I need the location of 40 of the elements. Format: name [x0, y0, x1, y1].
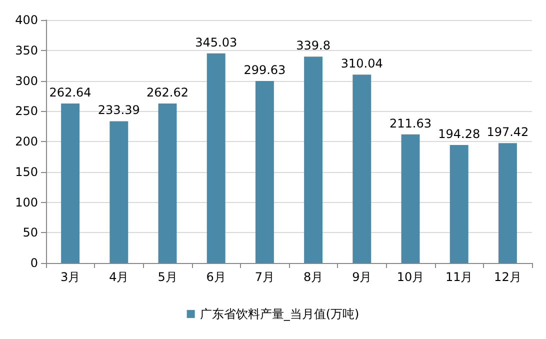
data-label: 310.04 — [340, 56, 383, 71]
legend-label: 广东省饮料产量_当月值(万吨) — [200, 307, 360, 321]
data-label: 211.63 — [390, 116, 432, 130]
y-tick-label: 150 — [15, 164, 38, 179]
x-tick-label: 11月 — [445, 270, 473, 284]
y-tick-label: 200 — [15, 134, 38, 148]
x-tick-label: 12月 — [494, 270, 522, 284]
data-label: 262.64 — [49, 85, 92, 100]
y-tick-label: 0 — [30, 256, 38, 270]
y-tick-label: 50 — [22, 226, 38, 240]
x-tick-label: 10月 — [396, 270, 424, 284]
bar — [158, 103, 177, 263]
x-tick-label: 8月 — [303, 270, 324, 284]
data-label: 194.28 — [438, 126, 480, 141]
x-tick-label: 6月 — [206, 270, 226, 284]
data-label: 197.42 — [486, 125, 529, 140]
y-tick-label: 250 — [15, 104, 38, 118]
bar — [61, 103, 80, 263]
x-tick-label: 5月 — [158, 270, 178, 284]
y-tick-label: 350 — [15, 43, 38, 58]
y-tick-label: 400 — [15, 13, 38, 27]
data-label: 262.62 — [146, 85, 188, 100]
bar — [352, 74, 372, 263]
x-tick-label: 7月 — [254, 270, 275, 284]
x-tick-label: 4月 — [109, 270, 129, 284]
x-tick-label: 9月 — [352, 270, 372, 284]
data-label: 345.03 — [195, 35, 238, 50]
data-label: 339.8 — [296, 38, 330, 53]
data-label: 233.39 — [98, 103, 140, 118]
bar — [450, 144, 468, 263]
bar — [304, 56, 323, 263]
y-tick-label: 300 — [15, 74, 38, 88]
data-label: 299.63 — [244, 62, 286, 77]
bar — [110, 121, 128, 263]
bar — [401, 134, 420, 263]
y-tick-label: 100 — [15, 195, 38, 210]
x-tick-label: 3月 — [60, 270, 80, 284]
bar — [206, 53, 226, 263]
bar — [498, 143, 517, 263]
bar — [255, 80, 274, 263]
